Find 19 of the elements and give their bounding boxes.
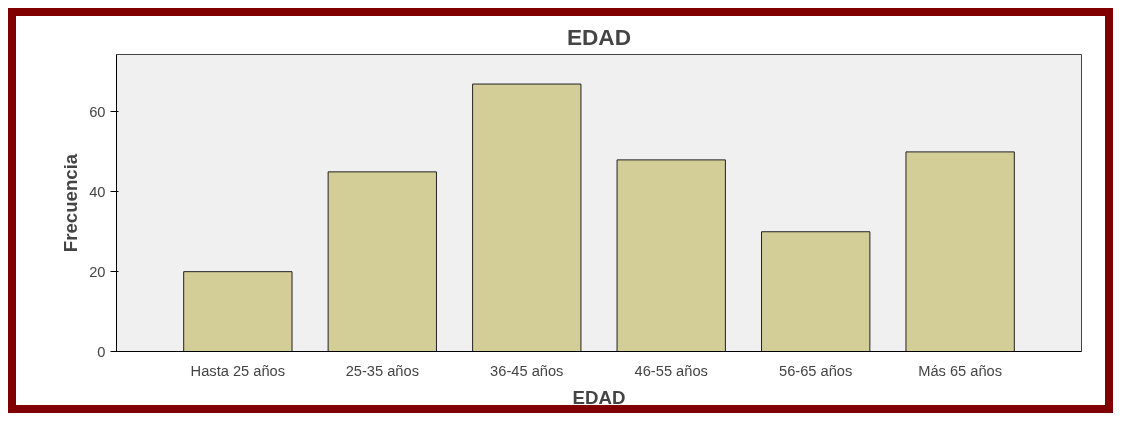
- x-tick-label: Más 65 años: [918, 362, 1003, 379]
- x-tick-label: 25-35 años: [345, 362, 419, 379]
- y-tick-label: 20: [89, 263, 106, 280]
- bar: [616, 159, 726, 352]
- y-tick-label: 0: [97, 343, 106, 360]
- y-axis-title: Frecuencia: [60, 153, 82, 253]
- bar: [761, 231, 871, 352]
- x-tick-label: Hasta 25 años: [190, 362, 286, 379]
- bar: [327, 171, 437, 352]
- bar: [183, 271, 293, 352]
- y-tick-label: 40: [89, 183, 106, 200]
- y-tick-label: 60: [89, 103, 106, 120]
- x-tick-label: 36-45 años: [490, 362, 564, 379]
- chart-title: EDAD: [566, 23, 632, 50]
- x-tick-label: 56-65 años: [779, 362, 853, 379]
- x-axis-title: EDAD: [572, 386, 626, 408]
- bar: [905, 151, 1015, 352]
- x-tick-label: 46-55 años: [634, 362, 708, 379]
- bar: [472, 83, 582, 352]
